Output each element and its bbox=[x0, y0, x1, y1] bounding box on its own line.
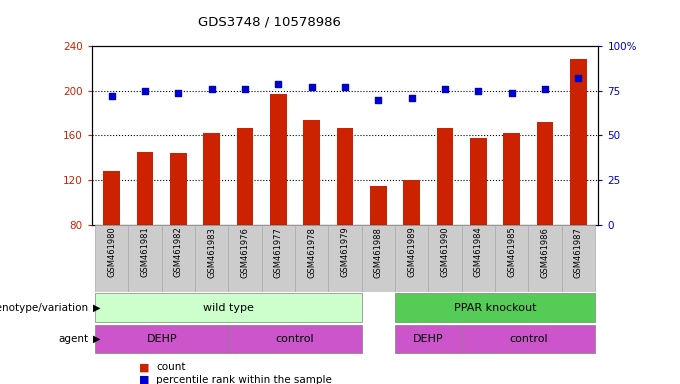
Bar bbox=[495, 225, 528, 292]
Bar bbox=[203, 133, 220, 225]
Bar bbox=[562, 225, 595, 292]
Point bbox=[306, 84, 317, 90]
Point bbox=[540, 86, 551, 92]
Bar bbox=[370, 185, 387, 225]
Text: ▶: ▶ bbox=[93, 303, 101, 313]
Bar bbox=[437, 127, 454, 225]
Bar bbox=[462, 225, 495, 292]
Text: percentile rank within the sample: percentile rank within the sample bbox=[156, 375, 333, 384]
Text: control: control bbox=[509, 334, 547, 344]
Text: DEHP: DEHP bbox=[146, 334, 177, 344]
Bar bbox=[195, 225, 228, 292]
Point bbox=[339, 84, 351, 90]
Text: count: count bbox=[156, 362, 186, 372]
Bar bbox=[528, 225, 562, 292]
Text: genotype/variation: genotype/variation bbox=[0, 303, 88, 313]
Text: GSM461983: GSM461983 bbox=[207, 227, 216, 278]
Point bbox=[473, 88, 484, 94]
Point bbox=[239, 86, 250, 92]
Text: GSM461988: GSM461988 bbox=[374, 227, 383, 278]
Bar bbox=[129, 225, 162, 292]
Text: GSM461976: GSM461976 bbox=[241, 227, 250, 278]
Text: GDS3748 / 10578986: GDS3748 / 10578986 bbox=[198, 16, 341, 29]
Text: GSM461979: GSM461979 bbox=[341, 227, 350, 277]
Text: GSM461977: GSM461977 bbox=[274, 227, 283, 278]
Bar bbox=[570, 60, 587, 225]
Bar bbox=[262, 225, 295, 292]
Text: GSM461989: GSM461989 bbox=[407, 227, 416, 277]
Point bbox=[440, 86, 451, 92]
Bar bbox=[328, 225, 362, 292]
Text: ■: ■ bbox=[139, 362, 150, 372]
Point bbox=[507, 89, 517, 96]
Bar bbox=[270, 94, 287, 225]
Point bbox=[373, 97, 384, 103]
Text: GSM461981: GSM461981 bbox=[141, 227, 150, 277]
Text: DEHP: DEHP bbox=[413, 334, 444, 344]
Point bbox=[139, 88, 150, 94]
Point bbox=[573, 75, 584, 81]
Bar bbox=[95, 293, 362, 322]
Bar bbox=[137, 152, 154, 225]
Bar bbox=[237, 127, 254, 225]
Bar bbox=[537, 122, 554, 225]
Text: ■: ■ bbox=[139, 375, 150, 384]
Bar bbox=[95, 225, 129, 292]
Bar bbox=[295, 225, 328, 292]
Bar bbox=[303, 120, 320, 225]
Bar bbox=[170, 153, 187, 225]
Bar bbox=[428, 225, 462, 292]
Text: GSM461987: GSM461987 bbox=[574, 227, 583, 278]
Bar bbox=[162, 225, 195, 292]
Bar bbox=[503, 133, 520, 225]
Text: wild type: wild type bbox=[203, 303, 254, 313]
Text: GSM461978: GSM461978 bbox=[307, 227, 316, 278]
Bar bbox=[395, 325, 462, 353]
Text: agent: agent bbox=[58, 334, 88, 344]
Text: GSM461984: GSM461984 bbox=[474, 227, 483, 277]
Text: GSM461986: GSM461986 bbox=[541, 227, 549, 278]
Point bbox=[407, 95, 418, 101]
Text: GSM461985: GSM461985 bbox=[507, 227, 516, 277]
Point bbox=[206, 86, 217, 92]
Text: GSM461982: GSM461982 bbox=[174, 227, 183, 277]
Text: GSM461980: GSM461980 bbox=[107, 227, 116, 277]
Bar bbox=[228, 225, 262, 292]
Point bbox=[173, 89, 184, 96]
Point bbox=[273, 81, 284, 87]
Text: GSM461990: GSM461990 bbox=[441, 227, 449, 277]
Bar bbox=[470, 137, 487, 225]
Bar bbox=[403, 180, 420, 225]
Bar bbox=[462, 325, 595, 353]
Bar bbox=[395, 293, 595, 322]
Bar bbox=[337, 127, 354, 225]
Point bbox=[106, 93, 117, 99]
Text: PPAR knockout: PPAR knockout bbox=[454, 303, 537, 313]
Bar bbox=[103, 171, 120, 225]
Bar bbox=[95, 325, 228, 353]
Text: ▶: ▶ bbox=[93, 334, 101, 344]
Bar bbox=[362, 225, 395, 292]
Bar bbox=[395, 225, 428, 292]
Bar bbox=[228, 325, 362, 353]
Text: control: control bbox=[276, 334, 314, 344]
